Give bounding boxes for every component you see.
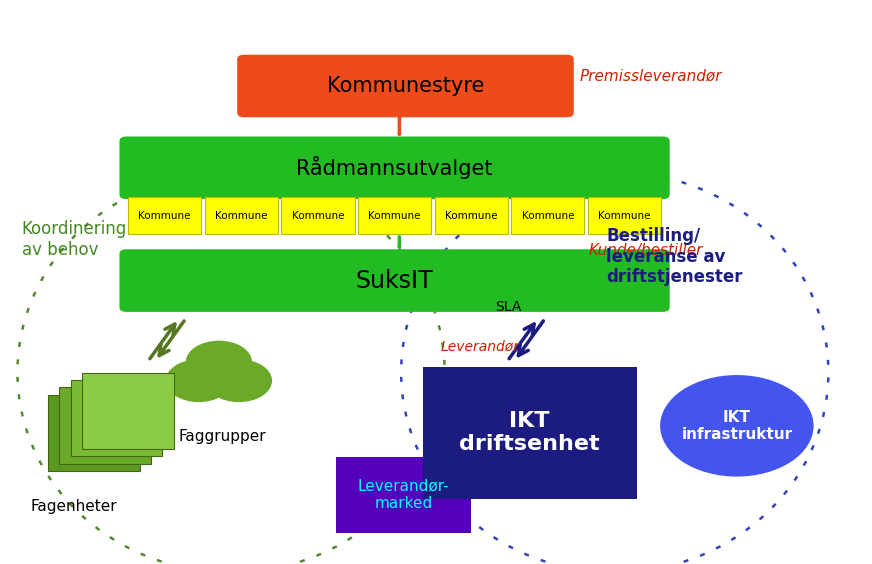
FancyBboxPatch shape: [237, 55, 574, 117]
Text: Kommune: Kommune: [215, 211, 268, 221]
Circle shape: [206, 359, 272, 402]
Text: Kommune: Kommune: [445, 211, 497, 221]
FancyBboxPatch shape: [71, 380, 162, 456]
Text: SuksIT: SuksIT: [356, 268, 433, 293]
Text: Leverandør-
marked: Leverandør- marked: [358, 479, 449, 511]
Text: Fagenheter: Fagenheter: [31, 499, 117, 514]
FancyBboxPatch shape: [358, 197, 431, 234]
FancyBboxPatch shape: [128, 197, 201, 234]
Text: Kommune: Kommune: [139, 211, 191, 221]
FancyBboxPatch shape: [48, 395, 140, 471]
Text: SLA: SLA: [495, 301, 521, 314]
Text: Faggrupper: Faggrupper: [179, 429, 266, 444]
Text: Premissleverandør: Premissleverandør: [580, 69, 722, 83]
FancyBboxPatch shape: [119, 136, 670, 199]
Text: Kommune: Kommune: [521, 211, 574, 221]
FancyBboxPatch shape: [282, 197, 355, 234]
FancyBboxPatch shape: [119, 249, 670, 312]
Text: Kommune: Kommune: [368, 211, 421, 221]
Text: Kommune: Kommune: [292, 211, 344, 221]
Text: IKT
driftsenhet: IKT driftsenhet: [460, 411, 600, 455]
FancyBboxPatch shape: [511, 197, 584, 234]
Text: Kommune: Kommune: [598, 211, 651, 221]
FancyBboxPatch shape: [434, 197, 508, 234]
FancyBboxPatch shape: [205, 197, 278, 234]
Text: Leverandør: Leverandør: [440, 340, 520, 354]
FancyBboxPatch shape: [423, 367, 637, 499]
Text: IKT
infrastruktur: IKT infrastruktur: [681, 409, 793, 442]
Text: Bestilling/
leveranse av
driftstjenester: Bestilling/ leveranse av driftstjenester: [606, 227, 743, 287]
FancyBboxPatch shape: [59, 387, 151, 464]
FancyBboxPatch shape: [588, 197, 661, 234]
FancyBboxPatch shape: [82, 373, 174, 449]
FancyBboxPatch shape: [336, 457, 471, 533]
Circle shape: [186, 341, 252, 384]
Ellipse shape: [660, 375, 814, 477]
Circle shape: [166, 359, 232, 402]
Text: Rådmannsutvalget: Rådmannsutvalget: [296, 156, 493, 179]
Text: Koordinering
av behov: Koordinering av behov: [22, 221, 127, 259]
Text: Kommunestyre: Kommunestyre: [327, 76, 484, 96]
Text: Kunde/bestiller: Kunde/bestiller: [589, 244, 703, 258]
